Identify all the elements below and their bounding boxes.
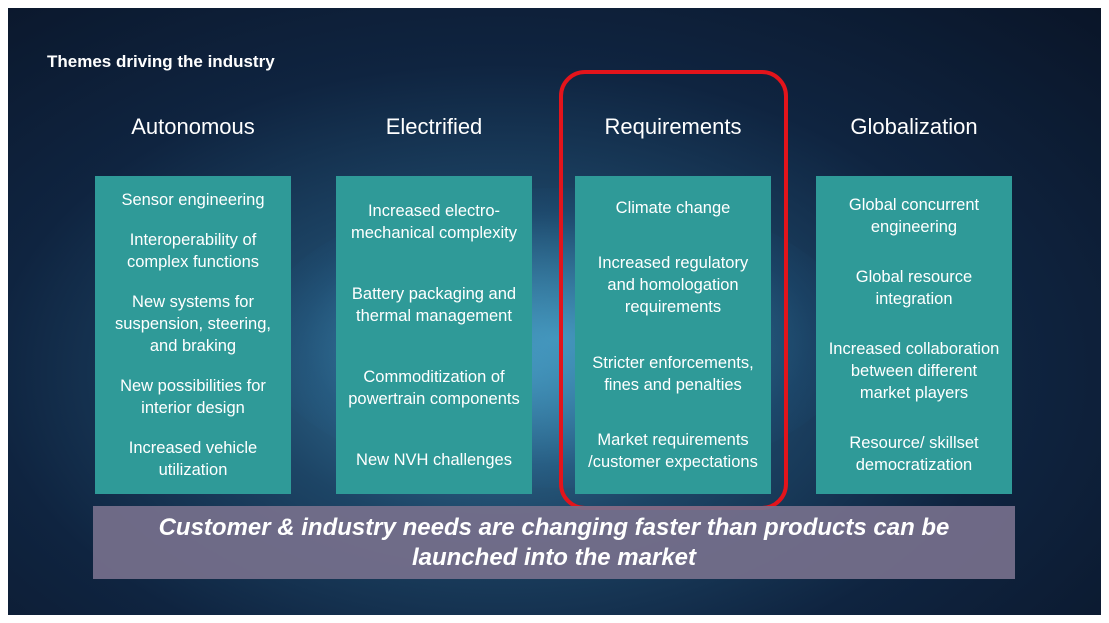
column-heading: Electrified (314, 114, 554, 140)
column-box: Global concurrent engineering Global reso… (816, 176, 1012, 494)
column-heading: Globalization (794, 114, 1034, 140)
column-item: Climate change (583, 197, 763, 219)
footer-text: Customer & industry needs are changing f… (144, 513, 964, 573)
column-heading: Autonomous (73, 114, 313, 140)
column-item: Interoperability of complex functions (103, 229, 283, 273)
column-box: Climate change Increased regulatory and h… (575, 176, 771, 494)
column-item: New NVH challenges (344, 449, 524, 471)
column-box: Increased electro-mechanical complexity B… (336, 176, 532, 494)
footer-banner: Customer & industry needs are changing f… (93, 506, 1015, 579)
column-item: Stricter enforcements, fines and penalti… (583, 352, 763, 396)
column-box: Sensor engineering Interoperability of co… (95, 176, 291, 494)
column-item: New possibilities for interior design (103, 375, 283, 419)
column-item: Battery packaging and thermal management (344, 283, 524, 327)
column-item: Resource/ skillset democratization (824, 432, 1004, 476)
column-item: Market requirements /customer expectatio… (583, 429, 763, 473)
column-item: New systems for suspension, steering, an… (103, 291, 283, 357)
column-item: Commoditization of powertrain components (344, 366, 524, 410)
slide: Themes driving the industry Customer & i… (8, 8, 1101, 615)
column-item: Increased regulatory and homologation re… (583, 252, 763, 318)
slide-title: Themes driving the industry (47, 52, 275, 72)
page: Themes driving the industry Customer & i… (0, 0, 1109, 623)
column-heading: Requirements (553, 114, 793, 140)
column-item: Global concurrent engineering (824, 194, 1004, 238)
column-item: Global resource integration (824, 266, 1004, 310)
column-item: Sensor engineering (103, 189, 283, 211)
column-item: Increased electro-mechanical complexity (344, 200, 524, 244)
column-item: Increased vehicle utilization (103, 437, 283, 481)
column-item: Increased collaboration between differen… (824, 338, 1004, 404)
